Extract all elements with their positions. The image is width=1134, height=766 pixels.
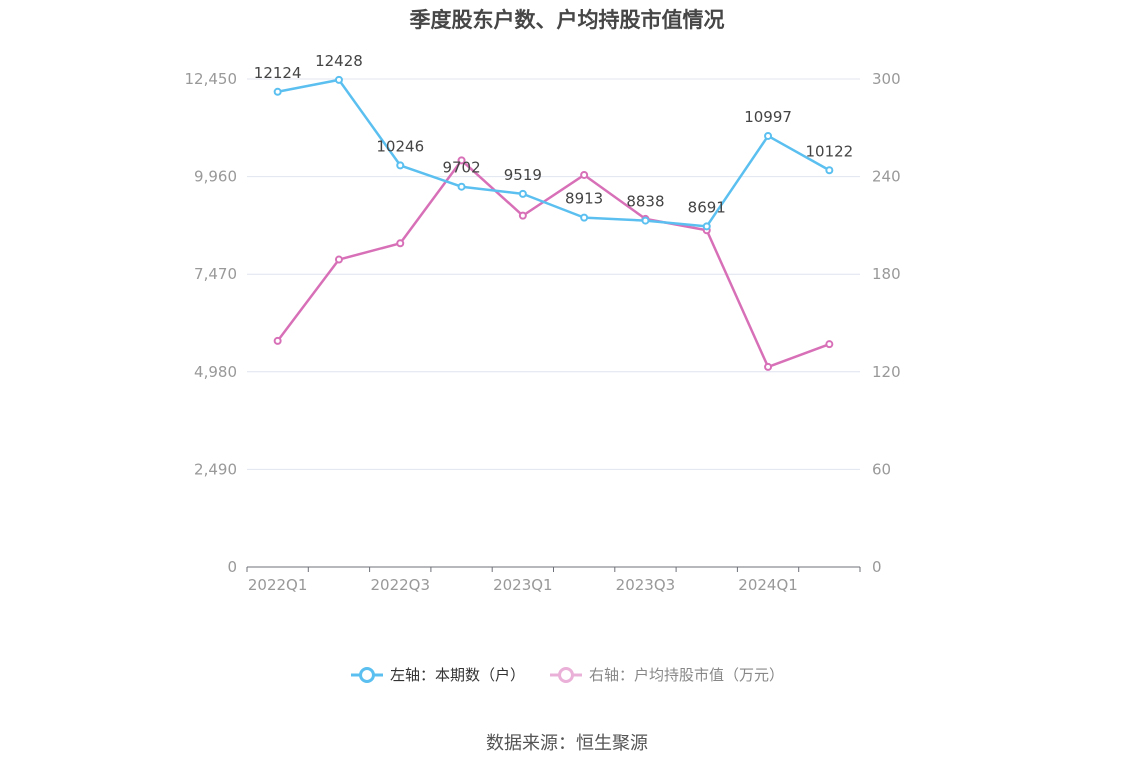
y-right-tick-label: 0: [872, 558, 882, 576]
data-label: 8691: [688, 198, 726, 216]
chart-title: 季度股东户数、户均持股市值情况: [409, 8, 725, 32]
data-label: 8913: [565, 190, 603, 208]
x-tick-label: 2022Q1: [248, 576, 308, 594]
data-point: [457, 156, 466, 165]
y-left-tick-label: 12,450: [185, 70, 238, 88]
legend-item-households[interactable]: 左轴：本期数（户）: [350, 664, 525, 685]
data-label: 10246: [376, 137, 424, 155]
y-right-tick-label: 60: [872, 460, 891, 478]
legend-label-households: 左轴：本期数（户）: [389, 666, 525, 684]
y-right-tick-label: 180: [872, 265, 901, 283]
series-line: [277, 78, 830, 228]
y-right-tick-label: 300: [872, 70, 901, 88]
x-tick-label: 2023Q3: [616, 576, 676, 594]
data-point: [334, 255, 343, 264]
data-point: [825, 340, 834, 349]
data-point: [518, 189, 527, 198]
data-point: [702, 222, 711, 231]
data-label: 10122: [805, 142, 853, 160]
data-label: 8838: [626, 193, 664, 211]
y-left-tick-label: 2,490: [194, 460, 237, 478]
data-point: [641, 216, 650, 225]
y-left-tick-label: 0: [227, 558, 237, 576]
data-point: [273, 87, 282, 96]
legend-label-avg-holding: 右轴：户均持股市值（万元）: [589, 666, 785, 684]
y-right-tick-label: 120: [872, 363, 901, 381]
data-point: [518, 211, 527, 220]
data-point: [764, 131, 773, 140]
data-label: 10997: [744, 108, 792, 126]
legend: 左轴：本期数（户） 右轴：户均持股市值（万元）: [0, 664, 1134, 685]
data-point: [396, 161, 405, 170]
data-point: [457, 182, 466, 191]
data-source: 数据来源：恒生聚源: [486, 733, 648, 754]
data-point: [580, 213, 589, 222]
data-label: 9519: [504, 166, 542, 184]
data-point: [580, 170, 589, 179]
data-point: [825, 166, 834, 175]
y-right-tick-label: 240: [872, 168, 901, 186]
data-point: [334, 75, 343, 84]
data-label: 9702: [442, 159, 480, 177]
legend-item-avg-holding[interactable]: 右轴：户均持股市值（万元）: [549, 664, 784, 685]
data-point: [764, 362, 773, 371]
legend-line-circle-icon: [550, 666, 582, 683]
x-tick-label: 2022Q3: [370, 576, 430, 594]
y-left-tick-label: 4,980: [194, 363, 237, 381]
y-left-tick-label: 9,960: [194, 168, 237, 186]
data-label: 12124: [254, 64, 302, 82]
legend-line-circle-icon: [350, 666, 383, 683]
x-tick-label: 2024Q1: [738, 576, 798, 594]
y-left-tick-label: 7,470: [194, 265, 237, 283]
data-label: 12428: [315, 52, 363, 70]
data-point: [273, 336, 282, 345]
series-line: [276, 159, 830, 369]
data-point: [396, 239, 405, 248]
x-tick-label: 2023Q1: [493, 576, 553, 594]
